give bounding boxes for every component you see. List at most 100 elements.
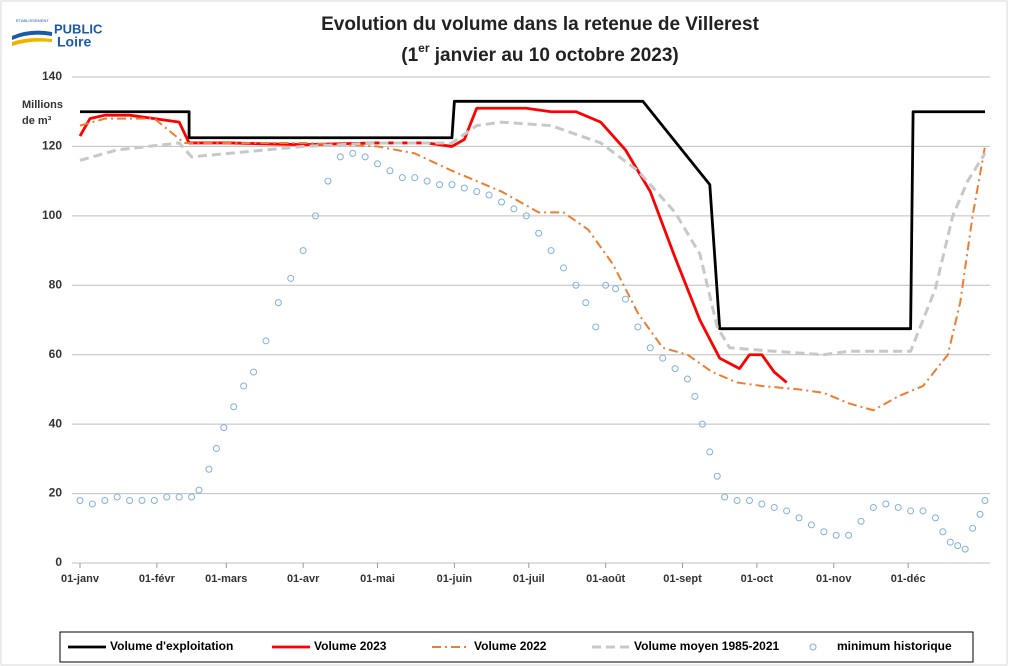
data-point	[713, 472, 721, 480]
data-point	[981, 497, 989, 505]
data-point	[205, 465, 213, 473]
data-point	[448, 181, 456, 189]
series-line	[78, 106, 788, 384]
y-tick-label: 120	[42, 139, 62, 153]
data-point	[691, 392, 699, 400]
data-point	[150, 497, 158, 505]
data-point	[76, 497, 84, 505]
data-point	[436, 181, 444, 189]
data-point	[969, 524, 977, 532]
y-tick-label: 100	[42, 208, 62, 222]
data-point	[535, 229, 543, 237]
legend-label: Volume 2022	[474, 639, 547, 653]
y-tick-label: 40	[49, 416, 63, 430]
data-point	[274, 299, 282, 307]
data-point	[220, 424, 228, 432]
data-point	[510, 205, 518, 213]
legend-label: Volume d'exploitation	[110, 639, 233, 653]
data-point	[733, 497, 741, 505]
data-point	[547, 247, 555, 255]
data-point	[582, 299, 590, 307]
data-point	[113, 493, 121, 501]
data-point	[423, 177, 431, 185]
data-point	[646, 344, 654, 352]
x-tick-label: 01-oct	[741, 573, 774, 585]
y-axis-label: de m³	[22, 115, 52, 127]
y-tick-label: 60	[49, 347, 63, 361]
data-point	[175, 493, 183, 501]
data-point	[869, 503, 877, 511]
data-point	[163, 493, 171, 501]
data-point	[946, 538, 954, 546]
subtitle-part: er	[418, 41, 430, 55]
y-tick-label: 140	[42, 69, 62, 83]
logo-text: PUBLIC	[54, 21, 103, 36]
legend-box	[59, 631, 974, 663]
data-point	[939, 528, 947, 536]
x-tick-label: 01-nov	[816, 573, 852, 585]
y-axis-label: Millions	[22, 99, 63, 111]
legend-label: Volume 2023	[314, 639, 387, 653]
data-point	[634, 323, 642, 331]
data-point	[931, 514, 939, 522]
data-point	[230, 403, 238, 411]
subtitle-part: (1	[401, 45, 418, 66]
legend-label: Volume moyen 1985-2021	[634, 639, 780, 653]
x-tick-label: 01-mai	[360, 573, 395, 585]
data-point	[287, 274, 295, 282]
data-point	[188, 493, 196, 501]
x-tick-label: 01-juil	[513, 573, 545, 585]
x-tick-label: 01-avr	[287, 573, 320, 585]
y-tick-label: 20	[49, 486, 63, 500]
data-point	[559, 264, 567, 272]
logo-wave	[12, 30, 52, 40]
series-line	[79, 117, 986, 412]
data-point	[671, 365, 679, 373]
x-tick-label: 01-sept	[663, 573, 702, 585]
data-point	[212, 444, 220, 452]
data-point	[758, 500, 766, 508]
logo-text: Loire	[57, 34, 91, 50]
subtitle-part: janvier au 10 octobre 2023)	[430, 45, 679, 66]
data-point	[460, 184, 468, 192]
data-point	[349, 149, 357, 157]
data-point	[411, 174, 419, 182]
data-point	[907, 507, 915, 515]
data-point	[882, 500, 890, 508]
data-point	[592, 323, 600, 331]
data-point	[386, 167, 394, 175]
chart-subtitle: (1er janvier au 10 octobre 2023)	[401, 41, 678, 66]
data-point	[961, 545, 969, 553]
data-point	[374, 160, 382, 168]
series-line	[79, 120, 987, 357]
data-point	[240, 382, 248, 390]
data-point	[572, 281, 580, 289]
data-point	[745, 497, 753, 505]
chart-title: Evolution du volume dans la retenue de V…	[321, 14, 759, 35]
data-point	[522, 212, 530, 220]
logo-wave	[12, 38, 52, 46]
data-point	[312, 212, 320, 220]
x-tick-label: 01-janv	[61, 573, 100, 585]
data-point	[299, 247, 307, 255]
logo: ÉTABLISSEMENT PUBLIC Loire	[12, 18, 103, 50]
legend-label: minimum historique	[837, 639, 952, 653]
data-point	[894, 503, 902, 511]
data-point	[498, 198, 506, 206]
data-point	[602, 281, 610, 289]
x-tick-label: 01-déc	[891, 573, 926, 585]
data-point	[845, 531, 853, 539]
data-point	[485, 191, 493, 199]
data-point	[659, 354, 667, 362]
data-point	[250, 368, 258, 376]
data-point	[473, 188, 481, 196]
data-point	[783, 507, 791, 515]
data-point	[706, 448, 714, 456]
y-tick-label: 80	[49, 277, 63, 291]
data-point	[976, 510, 984, 518]
data-point	[807, 521, 815, 529]
legend-swatch	[809, 643, 817, 651]
data-point	[262, 337, 270, 345]
x-tick-label: 01-févr	[139, 573, 176, 585]
